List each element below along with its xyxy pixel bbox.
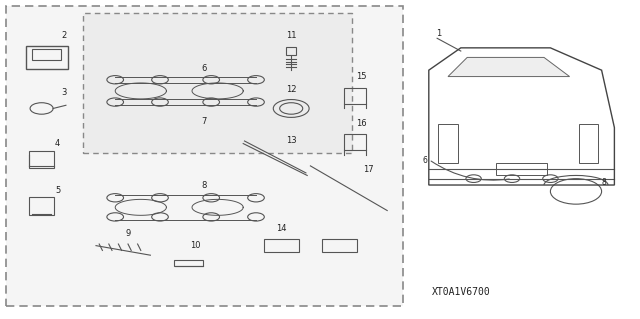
Text: 9: 9 <box>125 229 131 238</box>
Text: 2: 2 <box>61 31 67 40</box>
Bar <box>322 239 357 252</box>
Text: 6: 6 <box>202 64 207 73</box>
Text: 16: 16 <box>356 119 367 128</box>
Text: XT0A1V6700: XT0A1V6700 <box>431 287 490 297</box>
Text: 14: 14 <box>276 224 287 233</box>
Text: 12: 12 <box>286 85 296 94</box>
Text: 10: 10 <box>190 241 200 250</box>
Text: 13: 13 <box>286 136 296 145</box>
Text: 4: 4 <box>55 139 60 148</box>
Text: 8: 8 <box>602 178 606 187</box>
Bar <box>26 46 68 69</box>
Text: 3: 3 <box>61 88 67 97</box>
Text: 1: 1 <box>436 29 441 38</box>
Bar <box>32 48 61 60</box>
FancyBboxPatch shape <box>6 6 403 306</box>
Bar <box>344 134 367 150</box>
Bar <box>579 124 598 163</box>
Bar <box>29 197 54 215</box>
Text: 17: 17 <box>363 165 373 174</box>
Text: 5: 5 <box>55 186 60 195</box>
Bar <box>496 163 547 175</box>
Bar <box>287 47 296 55</box>
Text: 15: 15 <box>356 72 367 81</box>
Bar <box>264 239 300 252</box>
Bar <box>174 260 203 266</box>
FancyBboxPatch shape <box>83 13 352 153</box>
Text: 7: 7 <box>202 117 207 126</box>
Bar <box>344 88 367 104</box>
Text: 6: 6 <box>422 156 428 165</box>
Text: 11: 11 <box>286 31 296 40</box>
Polygon shape <box>448 57 570 77</box>
Text: 8: 8 <box>202 181 207 189</box>
Bar <box>29 151 54 168</box>
Bar <box>438 124 458 163</box>
